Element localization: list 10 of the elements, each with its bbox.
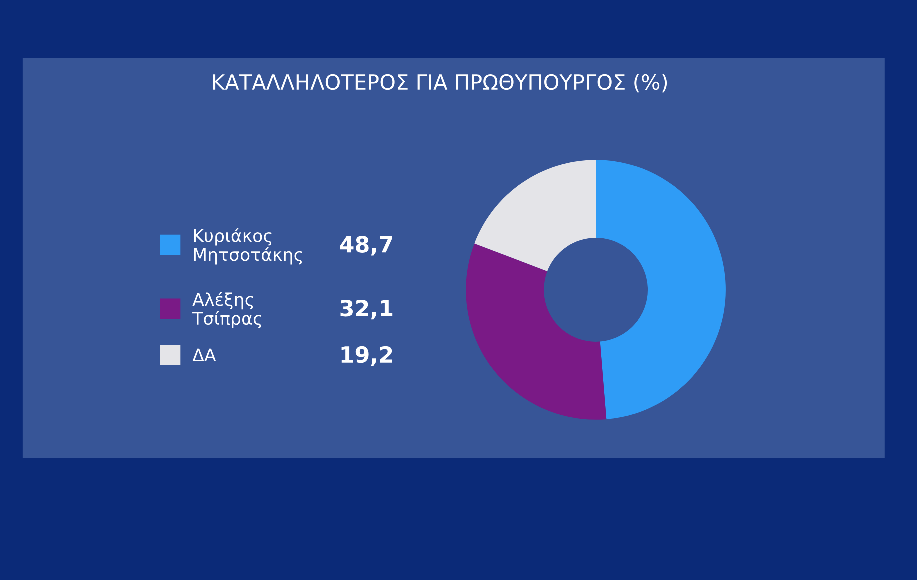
data-label: 32,1	[340, 300, 393, 320]
legend-label: Αλέξης Τσίπρας	[192, 292, 262, 329]
data-label: 19,2	[342, 346, 392, 366]
chart-title: ΚΑΤΑΛΛΗΛΟΤΕΡΟΣ ΓΙΑ ΠΡΩΘΥΠΟΥΡΓΟΣ (%)	[213, 74, 668, 93]
data-label: 48,7	[340, 236, 392, 256]
legend-label: ΔΑ	[192, 348, 216, 362]
donut-slice	[466, 244, 607, 420]
legend-label: Κυριάκος Μητσοτάκης	[194, 228, 302, 265]
donut-slice	[474, 160, 596, 272]
donut-slice	[596, 160, 726, 420]
